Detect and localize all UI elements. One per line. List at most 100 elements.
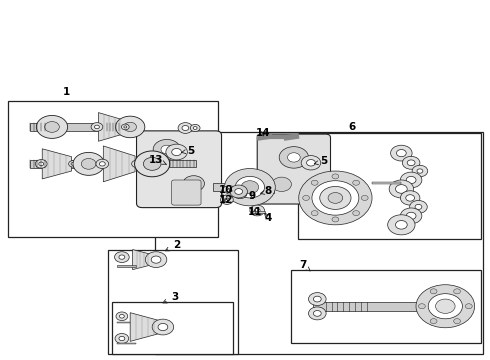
Circle shape bbox=[144, 157, 161, 170]
Circle shape bbox=[389, 180, 414, 198]
Circle shape bbox=[400, 191, 420, 205]
Circle shape bbox=[328, 193, 343, 203]
Circle shape bbox=[415, 204, 422, 210]
Circle shape bbox=[436, 299, 455, 314]
Circle shape bbox=[406, 212, 416, 220]
Circle shape bbox=[220, 195, 233, 204]
Text: 2: 2 bbox=[165, 240, 180, 251]
Bar bbox=[112, 302, 233, 354]
Circle shape bbox=[116, 116, 145, 138]
Circle shape bbox=[135, 151, 170, 177]
Circle shape bbox=[115, 252, 129, 262]
Circle shape bbox=[400, 172, 422, 188]
Circle shape bbox=[361, 195, 368, 201]
Polygon shape bbox=[42, 149, 72, 179]
Circle shape bbox=[430, 319, 437, 324]
Circle shape bbox=[221, 186, 237, 197]
Circle shape bbox=[396, 149, 406, 157]
Circle shape bbox=[416, 285, 475, 328]
Circle shape bbox=[122, 124, 129, 130]
Circle shape bbox=[395, 221, 407, 229]
Circle shape bbox=[132, 160, 142, 167]
Circle shape bbox=[235, 189, 243, 194]
Circle shape bbox=[166, 144, 187, 160]
Text: 4: 4 bbox=[265, 213, 272, 222]
Circle shape bbox=[91, 123, 103, 131]
Circle shape bbox=[235, 176, 265, 198]
Circle shape bbox=[146, 252, 167, 267]
Circle shape bbox=[35, 159, 47, 168]
Circle shape bbox=[400, 208, 422, 224]
Circle shape bbox=[288, 153, 300, 162]
Circle shape bbox=[189, 180, 198, 187]
Circle shape bbox=[119, 255, 125, 259]
Bar bbox=[117, 265, 136, 267]
Circle shape bbox=[279, 147, 309, 168]
Text: 14: 14 bbox=[256, 128, 271, 138]
Bar bbox=[213, 183, 225, 192]
Circle shape bbox=[454, 319, 461, 324]
Circle shape bbox=[96, 159, 109, 168]
Circle shape bbox=[250, 205, 265, 216]
Text: 3: 3 bbox=[163, 292, 179, 303]
Circle shape bbox=[428, 294, 463, 319]
Circle shape bbox=[182, 126, 189, 131]
Text: 6: 6 bbox=[349, 122, 356, 132]
Circle shape bbox=[69, 161, 77, 167]
Bar bbox=[169, 160, 196, 167]
Circle shape bbox=[172, 148, 181, 156]
Circle shape bbox=[73, 152, 104, 175]
Circle shape bbox=[99, 162, 105, 166]
Circle shape bbox=[299, 171, 372, 225]
Circle shape bbox=[71, 162, 75, 165]
Text: 8: 8 bbox=[261, 186, 272, 197]
Circle shape bbox=[95, 125, 99, 129]
Circle shape bbox=[395, 185, 407, 193]
Circle shape bbox=[45, 122, 59, 132]
Circle shape bbox=[135, 162, 139, 165]
Circle shape bbox=[353, 180, 360, 185]
Circle shape bbox=[124, 122, 137, 132]
Bar bbox=[298, 134, 481, 239]
Polygon shape bbox=[133, 249, 152, 270]
Circle shape bbox=[81, 158, 96, 169]
Circle shape bbox=[241, 181, 259, 194]
Circle shape bbox=[224, 198, 229, 202]
Text: 10: 10 bbox=[219, 185, 234, 195]
Circle shape bbox=[224, 168, 275, 206]
Circle shape bbox=[332, 217, 339, 222]
Circle shape bbox=[312, 181, 359, 215]
Bar bbox=[8, 101, 218, 237]
Circle shape bbox=[454, 289, 461, 294]
Circle shape bbox=[161, 145, 172, 154]
Circle shape bbox=[410, 201, 427, 213]
Text: 5: 5 bbox=[182, 145, 195, 156]
Bar bbox=[30, 160, 143, 168]
FancyBboxPatch shape bbox=[137, 131, 221, 208]
Polygon shape bbox=[103, 146, 135, 182]
Circle shape bbox=[153, 139, 180, 159]
Circle shape bbox=[311, 211, 318, 216]
Circle shape bbox=[230, 185, 247, 198]
Bar bbox=[30, 123, 118, 131]
Circle shape bbox=[178, 123, 193, 134]
Circle shape bbox=[254, 208, 260, 213]
Circle shape bbox=[124, 126, 127, 128]
Circle shape bbox=[226, 189, 233, 194]
Circle shape bbox=[233, 189, 247, 199]
Circle shape bbox=[151, 256, 161, 263]
Circle shape bbox=[193, 127, 197, 130]
Bar bbox=[225, 185, 274, 193]
Polygon shape bbox=[98, 113, 125, 141]
Polygon shape bbox=[130, 313, 159, 341]
Circle shape bbox=[190, 125, 200, 132]
Circle shape bbox=[402, 156, 420, 169]
Circle shape bbox=[353, 211, 360, 216]
Circle shape bbox=[303, 195, 310, 201]
Bar bbox=[117, 322, 136, 323]
FancyBboxPatch shape bbox=[172, 180, 201, 205]
Circle shape bbox=[309, 307, 326, 320]
Circle shape bbox=[332, 174, 339, 179]
Circle shape bbox=[406, 176, 416, 184]
FancyBboxPatch shape bbox=[257, 134, 331, 204]
